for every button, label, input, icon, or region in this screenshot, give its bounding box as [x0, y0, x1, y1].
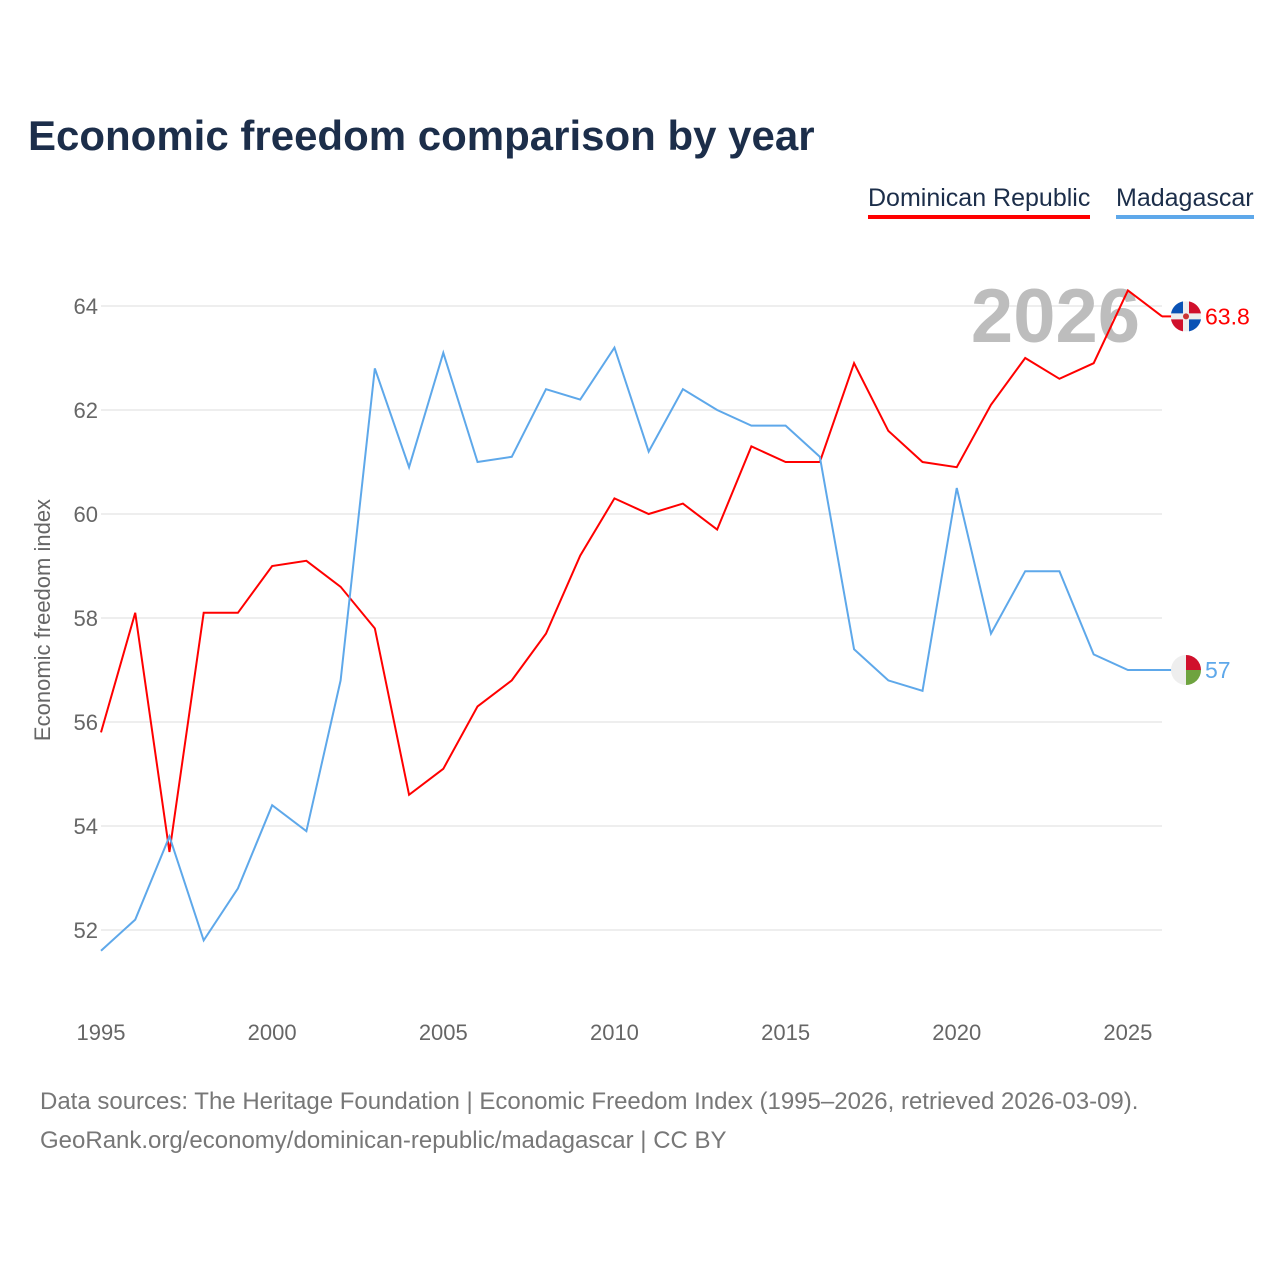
series-line-dominican-republic	[100, 288, 1163, 853]
y-tick-label: 62	[74, 398, 98, 423]
x-tick-label: 1995	[77, 1020, 126, 1045]
y-tick-label: 56	[74, 710, 98, 735]
flag-emblem	[1183, 313, 1189, 320]
x-tick-label: 2010	[590, 1020, 639, 1045]
x-tick-label: 2005	[419, 1020, 468, 1045]
x-tick-label: 2020	[932, 1020, 981, 1045]
legend-madagascar[interactable]: Madagascar	[1116, 184, 1254, 219]
flag-stripe-green	[1186, 670, 1201, 685]
flag-quarter	[1189, 301, 1201, 314]
x-tick-label: 2000	[248, 1020, 297, 1045]
flag-stripe-red	[1186, 655, 1201, 670]
y-axis-label: Economic freedom index	[30, 499, 55, 741]
flag-quarter	[1171, 301, 1183, 314]
x-tick-label: 2015	[761, 1020, 810, 1045]
flag-quarter	[1189, 319, 1201, 332]
chart-title: Economic freedom comparison by year	[28, 112, 815, 159]
footer-sources: Data sources: The Heritage Foundation | …	[40, 1088, 1139, 1115]
flag-quarter	[1171, 319, 1183, 332]
footer-url[interactable]: GeoRank.org/economy/dominican-republic/m…	[40, 1127, 727, 1154]
y-tick-label: 58	[74, 606, 98, 631]
y-tick-label: 64	[74, 294, 98, 319]
end-value-label: 63.8	[1205, 303, 1250, 329]
y-tick-label: 54	[74, 814, 98, 839]
end-value-label: 57	[1205, 657, 1231, 683]
x-tick-label: 2025	[1103, 1020, 1152, 1045]
series-line-madagascar	[100, 345, 1163, 952]
y-tick-label: 52	[74, 918, 98, 943]
y-tick-label: 60	[74, 502, 98, 527]
legend-dominican-republic[interactable]: Dominican Republic	[868, 184, 1091, 219]
year-watermark: 2026	[971, 274, 1140, 359]
